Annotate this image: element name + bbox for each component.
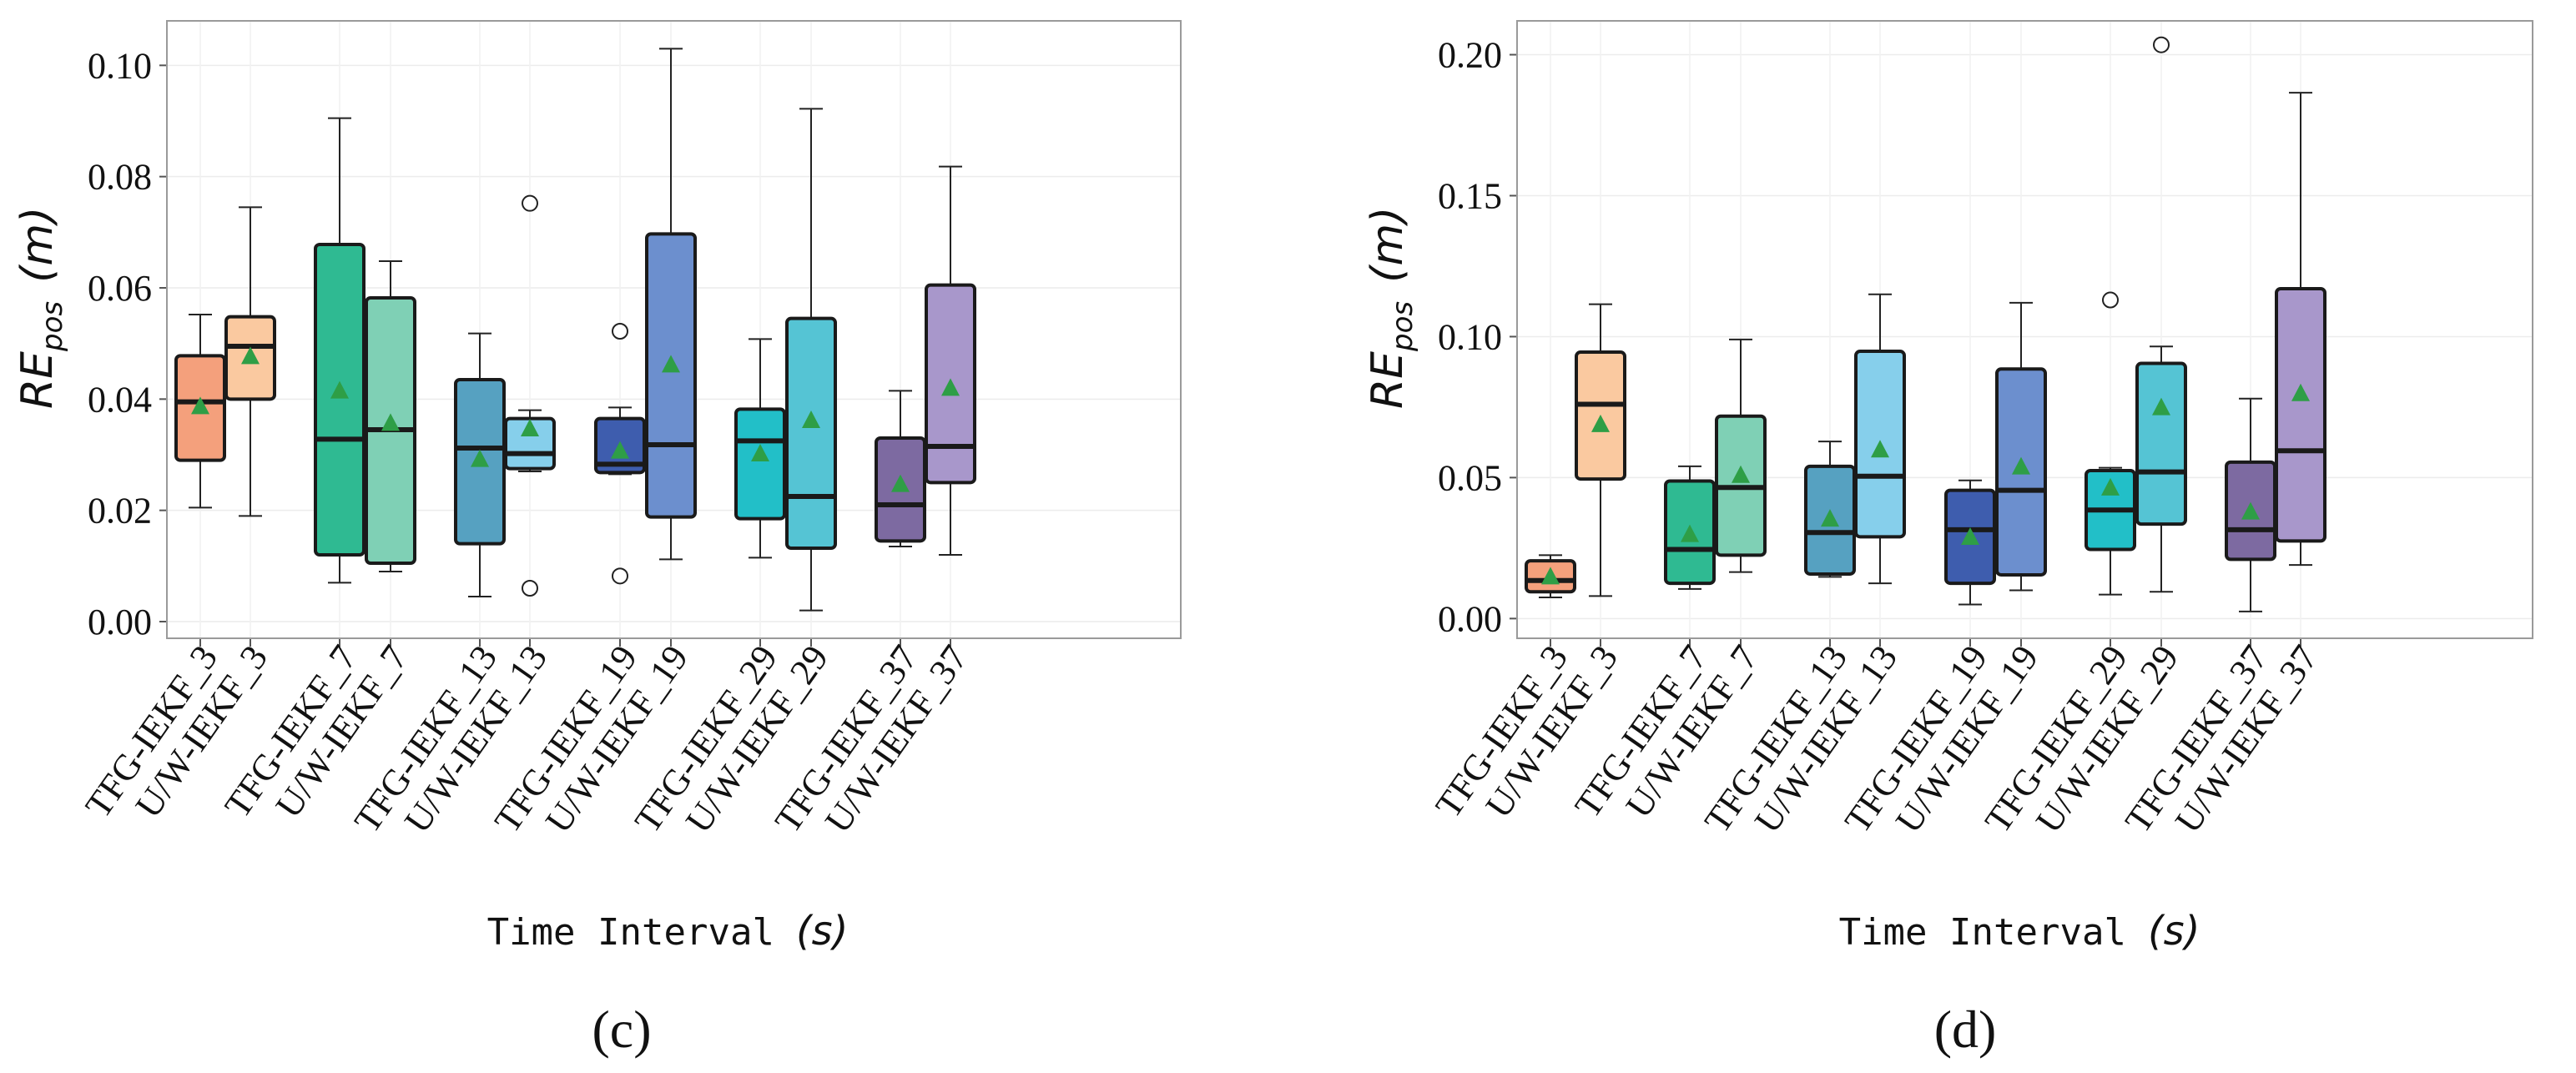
x-axis-label-unit: (s) (2148, 908, 2200, 955)
box-iqr (734, 407, 786, 521)
y-axis-label-subscript: pos (1386, 301, 1419, 352)
box-U/W-IEKF_29 (785, 108, 837, 612)
mean-marker (2291, 383, 2310, 401)
box-iqr (785, 316, 837, 550)
y-tick-label: 0.02 (88, 491, 152, 531)
y-tick-label: 0.06 (88, 268, 152, 309)
box-iqr (314, 243, 365, 557)
y-axis-label-subscript: pos (36, 301, 69, 352)
mean-marker (2241, 501, 2260, 520)
mean-marker (2152, 397, 2170, 416)
x-axis-label: Time Interval (s) (487, 908, 849, 955)
y-tick-label: 0.08 (88, 157, 152, 198)
x-axis-label: Time Interval (s) (1839, 908, 2200, 955)
box-iqr (2135, 361, 2187, 526)
y-axis-label: REpos (m) (13, 207, 69, 409)
plot-frame (1516, 20, 2533, 639)
box-TFG-IEKF_19 (1944, 479, 1996, 606)
panel-label: (d) (1934, 1000, 1997, 1059)
panel-label: (c) (592, 1000, 651, 1059)
box-TFG-IEKF_37 (875, 390, 926, 547)
y-axis-label: REpos (m) (1363, 207, 1419, 409)
box-U/W-IEKF_37 (925, 165, 976, 556)
mean-marker (611, 441, 629, 459)
mean-marker (1871, 440, 1889, 458)
mean-marker (2012, 456, 2030, 475)
chart-panel-c: 0.000.020.040.060.080.10TFG-IEKF_3U/W-IE… (13, 20, 1182, 1059)
box-U/W-IEKF_19 (645, 48, 697, 561)
box-TFG-IEKF_29 (2084, 291, 2136, 596)
x-axis-label-unit: (s) (796, 908, 848, 955)
plot-frame (166, 20, 1182, 639)
y-tick-label: 0.04 (88, 379, 152, 420)
box-U/W-IEKF_3 (224, 206, 276, 517)
mean-marker (2101, 477, 2120, 496)
outlier-point (612, 323, 628, 340)
box-TFG-IEKF_3 (174, 314, 226, 509)
mean-marker (191, 396, 209, 415)
outlier-point (522, 194, 538, 212)
y-tick-label: 0.00 (1438, 598, 1502, 639)
box-U/W-IEKF_29 (2135, 36, 2187, 593)
box-U/W-IEKF_3 (1575, 303, 1626, 597)
box-U/W-IEKF_7 (1715, 338, 1767, 573)
box-U/W-IEKF_7 (365, 260, 416, 572)
box-U/W-IEKF_19 (1995, 301, 2047, 592)
box-iqr (2275, 287, 2326, 543)
outlier-point (612, 567, 628, 585)
mean-marker (521, 419, 539, 436)
y-tick-label: 0.10 (88, 45, 152, 86)
mean-marker (1591, 414, 1610, 432)
box-TFG-IEKF_29 (734, 338, 786, 559)
mean-marker (941, 378, 960, 396)
y-tick-label: 0.00 (88, 602, 152, 642)
y-tick-label: 0.20 (1438, 35, 1502, 76)
mean-marker (330, 380, 349, 399)
mean-marker (662, 355, 680, 373)
x-axis-label-main: Time Interval (487, 911, 774, 954)
box-U/W-IEKF_37 (2275, 92, 2326, 567)
mean-marker (1732, 465, 1750, 483)
mean-marker (891, 474, 910, 492)
box-iqr (645, 232, 697, 519)
box-U/W-IEKF_13 (504, 194, 556, 597)
box-TFG-IEKF_7 (314, 117, 365, 584)
mean-marker (751, 444, 769, 461)
box-TFG-IEKF_7 (1664, 465, 1716, 590)
mean-marker (1681, 524, 1699, 542)
mean-marker (802, 411, 820, 428)
mean-marker (241, 346, 260, 365)
mean-marker (381, 413, 400, 431)
mean-marker (1541, 567, 1560, 585)
x-axis-label-main: Time Interval (1839, 911, 2126, 954)
box-TFG-IEKF_3 (1525, 554, 1576, 599)
box-TFG-IEKF_19 (594, 323, 646, 585)
mean-marker (471, 449, 489, 467)
y-axis-label-main: RE (13, 351, 63, 409)
y-axis-label-main: RE (1363, 351, 1413, 409)
mean-marker (1821, 509, 1839, 527)
box-U/W-IEKF_13 (1854, 293, 1906, 585)
chart-panel-d: 0.000.050.100.150.20TFG-IEKF_3U/W-IEKF_3… (1363, 20, 2533, 1059)
outlier-point (522, 580, 538, 597)
y-tick-label: 0.10 (1438, 316, 1502, 357)
mean-marker (1961, 527, 1979, 546)
outlier-point (2102, 291, 2119, 309)
y-axis-label-unit: (m) (1363, 207, 1413, 283)
y-tick-label: 0.05 (1438, 457, 1502, 498)
outlier-point (2153, 36, 2170, 53)
y-tick-label: 0.15 (1438, 175, 1502, 216)
y-axis-label-unit: (m) (13, 207, 63, 283)
